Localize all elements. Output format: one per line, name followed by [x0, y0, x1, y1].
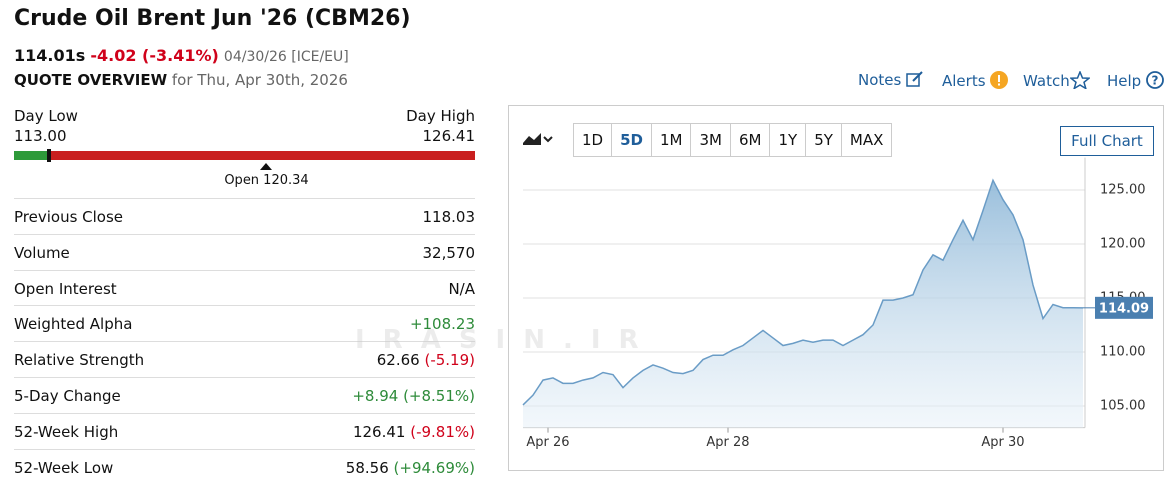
stat-row: 52-Week Low 58.56 (+94.69%): [14, 448, 475, 486]
last-price-box: [1095, 296, 1153, 319]
open-marker: [260, 163, 273, 170]
stat-value: 118.03: [422, 208, 476, 226]
y-tick-label: 125.00: [1100, 183, 1146, 198]
stat-value-wrap: 62.66 (-5.19): [377, 342, 475, 378]
svg-text:?: ?: [1152, 74, 1159, 88]
watermark: IRASIN.IR: [355, 325, 657, 355]
stat-row: Open Interest N/A: [14, 269, 475, 307]
overview-label: QUOTE OVERVIEW: [14, 71, 168, 89]
stat-value: 62.66: [376, 351, 420, 370]
stat-label: 5-Day Change: [14, 387, 121, 405]
help-link[interactable]: Help ?: [1107, 71, 1164, 90]
stat-value-wrap: +8.94 (+8.51%): [352, 378, 475, 414]
day-low: 113.00: [14, 127, 67, 145]
stat-row: Weighted Alpha +108.23: [14, 305, 475, 342]
help-icon: ?: [1146, 71, 1164, 89]
title: Crude Oil Brent Jun '26 (CBM26): [14, 6, 411, 31]
period-button[interactable]: 1M: [650, 124, 691, 156]
nav-label: Notes: [858, 71, 902, 89]
full-chart-button[interactable]: Full Chart: [1060, 126, 1154, 156]
period-button[interactable]: 3M: [690, 124, 730, 156]
y-tick-label: 105.00: [1100, 399, 1146, 414]
stat-label: Previous Close: [14, 208, 124, 226]
stat-label: Volume: [14, 243, 70, 262]
period-button[interactable]: 5Y: [805, 124, 841, 156]
alerts-icon: [990, 71, 1009, 89]
area: [523, 180, 1083, 428]
watch-link[interactable]: Watch: [1023, 70, 1091, 91]
chart-style-icon: [523, 133, 553, 145]
stat-change: (-9.81%): [410, 422, 475, 441]
y-tick-label: 110.00: [1100, 345, 1146, 360]
watch-icon: [1068, 70, 1091, 91]
stat-value: +8.94: [352, 387, 399, 405]
stat-value-wrap: 32,570: [423, 235, 476, 271]
x-tick-label: Apr 28: [706, 435, 749, 450]
price-line: 114.01s -4.02 (-3.41%) 04/30/26 [ICE/EU]: [14, 46, 349, 65]
stat-row: 52-Week High 126.41 (-9.81%): [14, 412, 475, 450]
notes-link[interactable]: Notes: [858, 71, 924, 89]
stat-label: Weighted Alpha: [14, 315, 133, 334]
stat-value: N/A: [448, 279, 475, 298]
stat-change: (-5.19): [424, 351, 475, 370]
open-label: Open 120.34: [224, 173, 309, 188]
x-tick-label: Apr 26: [526, 435, 569, 450]
stat-value: 126.41: [352, 422, 406, 441]
last-price-label: 114.09: [1099, 301, 1149, 316]
stat-row: 5-Day Change +8.94 (+8.51%): [14, 377, 475, 414]
stat-row: Volume 32,570: [14, 233, 476, 271]
price-marker: [46, 149, 51, 162]
nav-label: Alerts: [942, 72, 986, 90]
period-toolbar: 1D 5D 1M 3M 6M 1Y 5Y MAX: [573, 123, 893, 157]
stat-value-wrap: 58.56 (+94.69%): [346, 450, 475, 486]
stat-label: 52-Week Low: [14, 458, 114, 477]
stat-label: 52-Week High: [14, 422, 119, 441]
stat-label: Relative Strength: [14, 351, 145, 370]
period-button[interactable]: 1Y: [769, 124, 805, 156]
day-high: 126.41: [422, 127, 476, 145]
stat-value: 32,570: [422, 243, 476, 262]
alerts-link[interactable]: Alerts: [942, 71, 1009, 90]
nav-label: Help: [1107, 72, 1142, 90]
period-button[interactable]: 1D: [582, 131, 604, 149]
stat-value: 58.56: [345, 458, 389, 477]
quote-date: 04/30/26 [ICE/EU]: [223, 49, 349, 65]
stat-row: Relative Strength 62.66 (-5.19): [14, 341, 475, 378]
x-tick-label: Apr 30: [981, 435, 1024, 450]
day-low-label: Day Low: [14, 107, 78, 125]
period-button[interactable]: MAX: [840, 124, 891, 156]
stat-change: (+8.51%): [403, 387, 475, 405]
stat-label: Open Interest: [14, 279, 117, 298]
stat-value-wrap: +108.23: [410, 306, 475, 342]
day-high-label: Day High: [406, 107, 475, 125]
range-progress: [14, 151, 49, 160]
range-bar: [14, 149, 475, 162]
stat-change: (+94.69%): [393, 458, 475, 477]
overview-line: QUOTE OVERVIEW for Thu, Apr 30th, 2026: [14, 71, 348, 89]
stat-row: Previous Close 118.03: [14, 198, 475, 235]
overview-date: for Thu, Apr 30th, 2026: [171, 71, 348, 89]
y-tick-label: 120.00: [1100, 237, 1146, 252]
stat-value: +108.23: [409, 315, 475, 334]
stat-value-wrap: 126.41 (-9.81%): [353, 414, 475, 450]
price-line: [522, 178, 1084, 406]
price: 114.01s: [14, 46, 86, 65]
period-button[interactable]: 6M: [729, 124, 770, 156]
price-change: -4.02 (-3.41%): [90, 46, 219, 65]
nav-label: Watch: [1023, 72, 1070, 90]
stat-value-wrap: N/A: [448, 271, 475, 307]
notes-icon: [906, 71, 923, 87]
period-button[interactable]: 5D: [611, 124, 651, 156]
stat-value-wrap: 118.03: [423, 199, 476, 235]
